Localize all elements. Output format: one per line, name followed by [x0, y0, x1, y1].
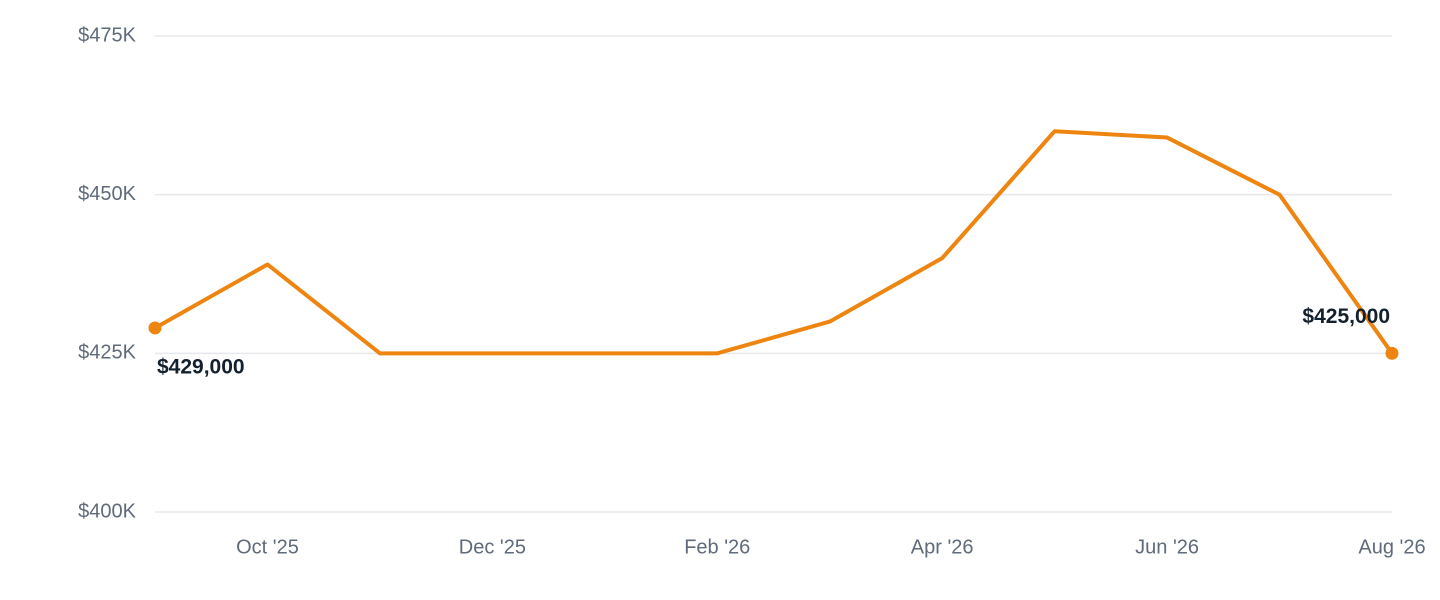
x-tick-label: Jun '26 — [1135, 536, 1199, 558]
line — [154, 129, 1394, 356]
value-label: $429,000 — [157, 355, 245, 378]
x-tick-label: Oct '25 — [236, 536, 299, 558]
x-tick-label: Feb '26 — [684, 536, 750, 558]
end-dot — [1385, 346, 1399, 360]
value-label: $425,000 — [1302, 305, 1390, 328]
y-tick-label: $450K — [78, 183, 136, 205]
x-tick-label: Apr '26 — [911, 536, 974, 558]
y-tick-label: $400K — [78, 500, 136, 522]
end-dot — [148, 321, 162, 335]
y-tick-label: $425K — [78, 342, 136, 364]
x-tick-label: Aug '26 — [1358, 536, 1425, 558]
x-tick-label: Dec '25 — [459, 536, 526, 558]
y-tick-label: $475K — [78, 24, 136, 46]
